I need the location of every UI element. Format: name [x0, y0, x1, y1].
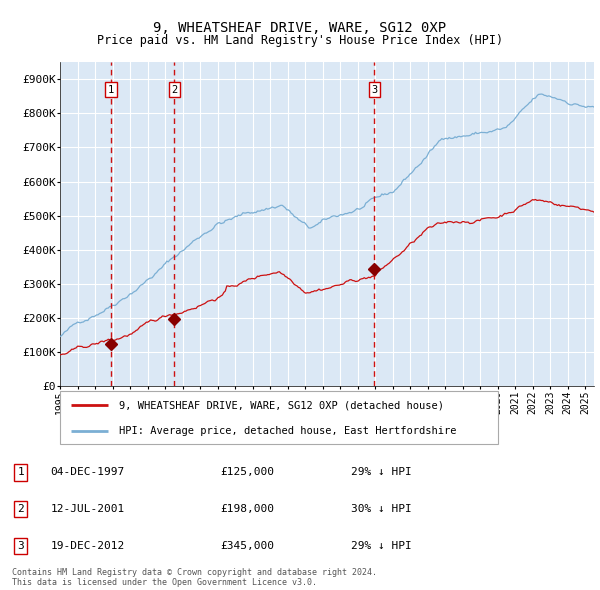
Text: 2: 2 — [171, 84, 178, 94]
Text: Price paid vs. HM Land Registry's House Price Index (HPI): Price paid vs. HM Land Registry's House … — [97, 34, 503, 47]
Text: 29% ↓ HPI: 29% ↓ HPI — [350, 541, 411, 551]
Text: £345,000: £345,000 — [220, 541, 274, 551]
Text: 3: 3 — [371, 84, 377, 94]
Text: 2: 2 — [17, 504, 24, 514]
Text: 29% ↓ HPI: 29% ↓ HPI — [350, 467, 411, 477]
Text: £125,000: £125,000 — [220, 467, 274, 477]
Text: 12-JUL-2001: 12-JUL-2001 — [50, 504, 125, 514]
Text: 1: 1 — [17, 467, 24, 477]
Text: Contains HM Land Registry data © Crown copyright and database right 2024.
This d: Contains HM Land Registry data © Crown c… — [12, 568, 377, 587]
Text: 1: 1 — [108, 84, 114, 94]
Text: 19-DEC-2012: 19-DEC-2012 — [50, 541, 125, 551]
Text: HPI: Average price, detached house, East Hertfordshire: HPI: Average price, detached house, East… — [119, 427, 456, 437]
Text: 3: 3 — [17, 541, 24, 551]
Text: £198,000: £198,000 — [220, 504, 274, 514]
Text: 9, WHEATSHEAF DRIVE, WARE, SG12 0XP: 9, WHEATSHEAF DRIVE, WARE, SG12 0XP — [154, 21, 446, 35]
Text: 9, WHEATSHEAF DRIVE, WARE, SG12 0XP (detached house): 9, WHEATSHEAF DRIVE, WARE, SG12 0XP (det… — [119, 400, 444, 410]
FancyBboxPatch shape — [60, 391, 498, 444]
Text: 30% ↓ HPI: 30% ↓ HPI — [350, 504, 411, 514]
Text: 04-DEC-1997: 04-DEC-1997 — [50, 467, 125, 477]
